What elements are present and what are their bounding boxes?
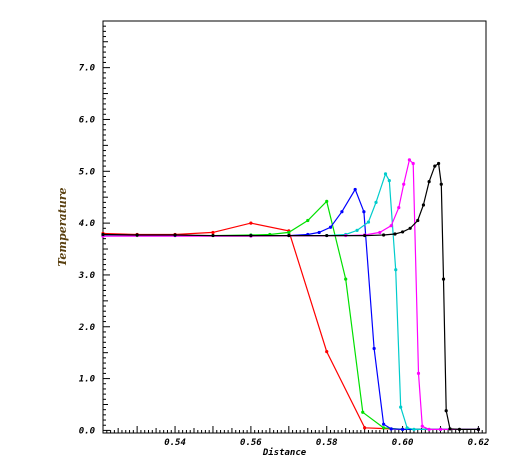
data-point <box>444 409 448 413</box>
data-point <box>173 233 177 237</box>
data-point <box>287 233 291 238</box>
data-point <box>382 426 386 430</box>
data-point <box>249 221 253 225</box>
data-point <box>211 233 215 238</box>
data-point <box>405 426 409 430</box>
data-point <box>412 427 416 431</box>
data-point <box>397 205 401 210</box>
data-point <box>383 172 388 176</box>
data-point <box>361 410 365 414</box>
data-point <box>353 187 357 192</box>
x-tick-label: 0.58 <box>316 438 338 448</box>
data-point <box>393 232 397 236</box>
y-axis: 0.0 1.0 2.0 3.0 4.0 5.0 6.0 7.0 <box>78 20 110 436</box>
series-line <box>102 222 479 430</box>
series-layer <box>101 158 481 431</box>
series-5 <box>101 161 481 431</box>
y-tick-label: 0.0 <box>79 426 96 436</box>
series-0 <box>101 221 481 431</box>
data-point <box>362 210 366 214</box>
data-point <box>389 427 393 431</box>
y-tick-label: 7.0 <box>79 64 96 74</box>
y-tick-label: 2.0 <box>78 323 96 333</box>
data-point <box>441 277 446 281</box>
data-point <box>372 346 376 351</box>
data-point <box>135 233 139 237</box>
data-point <box>438 427 443 431</box>
data-point <box>394 268 398 272</box>
data-point <box>411 161 415 166</box>
data-point <box>328 225 333 229</box>
series-3 <box>101 172 481 431</box>
series-4 <box>101 158 481 431</box>
x-tick-label: 0.56 <box>240 438 262 448</box>
data-point <box>249 233 253 238</box>
data-point <box>344 277 348 281</box>
data-point <box>389 224 393 228</box>
data-point <box>400 427 405 431</box>
series-line <box>102 162 479 430</box>
data-point <box>448 427 452 431</box>
data-point <box>420 424 424 428</box>
y-tick-label: 6.0 <box>79 115 96 125</box>
y-tick-label: 1.0 <box>79 375 96 385</box>
data-point <box>436 161 441 166</box>
data-point <box>374 200 378 204</box>
data-point <box>427 427 431 431</box>
y-tick-label: 3.0 <box>78 271 96 281</box>
data-point <box>325 199 329 203</box>
data-point <box>287 230 291 235</box>
data-point <box>408 226 412 230</box>
x-axis: 0.54 0.56 0.58 0.60 0.62 <box>102 426 490 448</box>
data-point <box>340 210 344 214</box>
data-point <box>407 158 411 162</box>
data-point <box>382 233 386 237</box>
data-point <box>433 164 437 168</box>
data-point <box>363 426 367 430</box>
data-point <box>378 230 382 235</box>
x-tick-label: 0.60 <box>392 438 414 448</box>
series-2 <box>101 187 481 431</box>
series-line <box>103 188 479 430</box>
y-tick-label: 5.0 <box>79 167 96 177</box>
y-axis-title: Temperature <box>56 187 69 266</box>
data-point <box>317 230 321 235</box>
data-point <box>427 180 431 184</box>
data-point <box>399 405 403 409</box>
data-point <box>416 218 420 223</box>
data-point <box>382 422 386 426</box>
data-point <box>421 203 426 207</box>
x-axis-title: Distance <box>262 447 307 458</box>
data-point <box>416 371 421 376</box>
y-tick-label: 4.0 <box>79 219 96 229</box>
x-tick-label: 0.62 <box>468 438 490 448</box>
data-point <box>476 427 481 431</box>
data-point <box>355 228 359 232</box>
data-point <box>101 232 105 237</box>
data-point <box>363 233 367 238</box>
plot-frame <box>102 20 487 434</box>
data-point <box>325 233 329 238</box>
data-point <box>457 427 462 431</box>
data-point <box>400 230 405 234</box>
series-line <box>103 158 479 430</box>
x-tick-label: 0.54 <box>164 438 186 448</box>
data-point <box>387 179 391 183</box>
series-line <box>103 172 479 430</box>
data-point <box>306 218 310 223</box>
data-point <box>439 182 443 186</box>
data-point <box>211 230 215 235</box>
data-point <box>366 220 371 224</box>
data-point <box>325 350 329 354</box>
data-point <box>402 182 406 186</box>
